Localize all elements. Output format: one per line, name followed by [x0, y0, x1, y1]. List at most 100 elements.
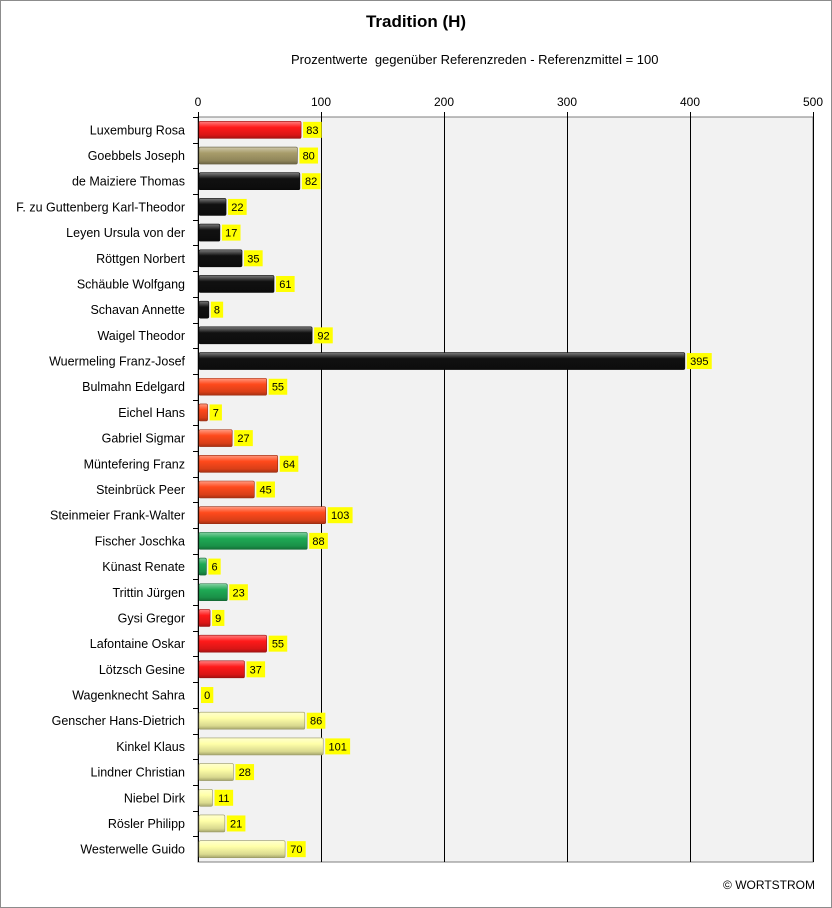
data-label-background — [303, 121, 322, 138]
category-label: Steinbrück Peer — [96, 483, 185, 497]
x-tick-label: 400 — [680, 95, 700, 109]
bar — [198, 275, 275, 293]
x-tick-label: 500 — [803, 95, 823, 109]
bar — [198, 480, 255, 499]
data-label-background — [235, 764, 255, 781]
category-label: Schäuble Wolfgang — [77, 277, 185, 291]
bar — [198, 634, 267, 653]
data-label-background — [221, 224, 241, 241]
data-label: 37 — [250, 664, 262, 676]
category-label: F. zu Guttenberg Karl-Theodor — [16, 200, 185, 214]
data-label: 83 — [306, 125, 318, 137]
category-label: Trittin Jürgen — [113, 586, 186, 600]
data-label-background — [210, 301, 224, 318]
data-label: 64 — [283, 459, 295, 471]
bar — [198, 814, 226, 833]
x-tick-label: 100 — [311, 95, 331, 109]
category-label: Wuermeling Franz-Josef — [49, 355, 185, 369]
data-label: 55 — [272, 382, 284, 394]
category-label: Fischer Joschka — [95, 534, 185, 548]
data-label: 101 — [329, 741, 347, 753]
bar — [198, 198, 227, 216]
data-label-background — [306, 712, 326, 729]
data-label-background — [309, 532, 328, 549]
category-label: Kinkel Klaus — [116, 740, 185, 754]
copyright-notice: © WORTSTROM — [723, 878, 815, 892]
data-label: 61 — [279, 279, 291, 291]
data-label-background — [327, 507, 353, 524]
data-label: 35 — [247, 253, 259, 265]
bar — [198, 249, 243, 268]
category-label: Westerwelle Guido — [80, 843, 185, 857]
data-label-background — [279, 455, 299, 472]
bar — [198, 763, 234, 781]
data-label-background — [229, 584, 248, 601]
category-label: Röttgen Norbert — [96, 252, 185, 266]
bar — [198, 737, 324, 756]
data-label: 22 — [231, 202, 243, 214]
category-label: Rösler Philipp — [108, 817, 185, 831]
bar — [198, 660, 245, 679]
bar — [198, 352, 686, 370]
data-label: 27 — [237, 433, 249, 445]
category-label: Künast Renate — [102, 560, 185, 574]
category-label: Wagenknecht Sahra — [72, 689, 185, 703]
category-label: Lötzsch Gesine — [99, 663, 185, 677]
data-label: 21 — [230, 818, 242, 830]
bar — [198, 788, 213, 807]
data-label: 86 — [310, 716, 322, 728]
category-label: Goebbels Joseph — [88, 149, 185, 163]
x-tick-label: 300 — [557, 95, 577, 109]
data-label-background — [228, 198, 247, 215]
bar — [198, 506, 326, 524]
data-label-background — [268, 378, 288, 395]
bar — [198, 711, 306, 730]
category-label: Eichel Hans — [118, 406, 185, 420]
bar — [198, 146, 298, 165]
category-label: Leyen Ursula von der — [66, 226, 185, 240]
data-label: 395 — [690, 356, 708, 368]
data-label: 9 — [215, 613, 221, 625]
bar — [198, 532, 308, 550]
category-label: Lindner Christian — [91, 766, 186, 780]
bar — [198, 455, 279, 473]
bar — [198, 326, 313, 345]
category-label: Müntefering Franz — [84, 457, 185, 471]
bar — [198, 609, 211, 627]
bar — [198, 403, 208, 422]
data-label-background — [256, 481, 275, 498]
data-label-background — [301, 173, 321, 190]
data-label-background — [276, 275, 295, 292]
category-label: Bulmahn Edelgard — [82, 380, 185, 394]
data-label: 0 — [204, 690, 210, 702]
data-label: 80 — [303, 151, 315, 163]
category-label: Waigel Theodor — [97, 329, 185, 343]
bar — [198, 429, 233, 447]
bar — [198, 557, 207, 576]
data-label: 82 — [305, 176, 317, 188]
data-label-background — [314, 327, 333, 344]
bar — [198, 172, 301, 191]
data-label: 88 — [312, 536, 324, 548]
chart-title: Tradition (H) — [365, 12, 467, 31]
data-label-background — [287, 841, 306, 858]
category-label: Luxemburg Rosa — [90, 123, 185, 137]
data-label-background — [201, 687, 214, 704]
category-label: de Maiziere Thomas — [72, 175, 185, 189]
data-label-background — [686, 353, 712, 370]
data-label: 45 — [260, 485, 272, 497]
bar — [198, 840, 286, 858]
data-label: 8 — [214, 305, 220, 317]
data-label: 103 — [331, 510, 349, 522]
data-label: 70 — [290, 844, 302, 856]
category-label: Gabriel Sigmar — [102, 432, 185, 446]
data-label-background — [244, 250, 263, 267]
x-tick-label: 200 — [434, 95, 454, 109]
category-label: Schavan Annette — [90, 303, 185, 317]
bar — [198, 300, 210, 319]
data-label-background — [268, 635, 288, 652]
data-label: 28 — [239, 767, 251, 779]
data-label: 11 — [218, 793, 229, 805]
